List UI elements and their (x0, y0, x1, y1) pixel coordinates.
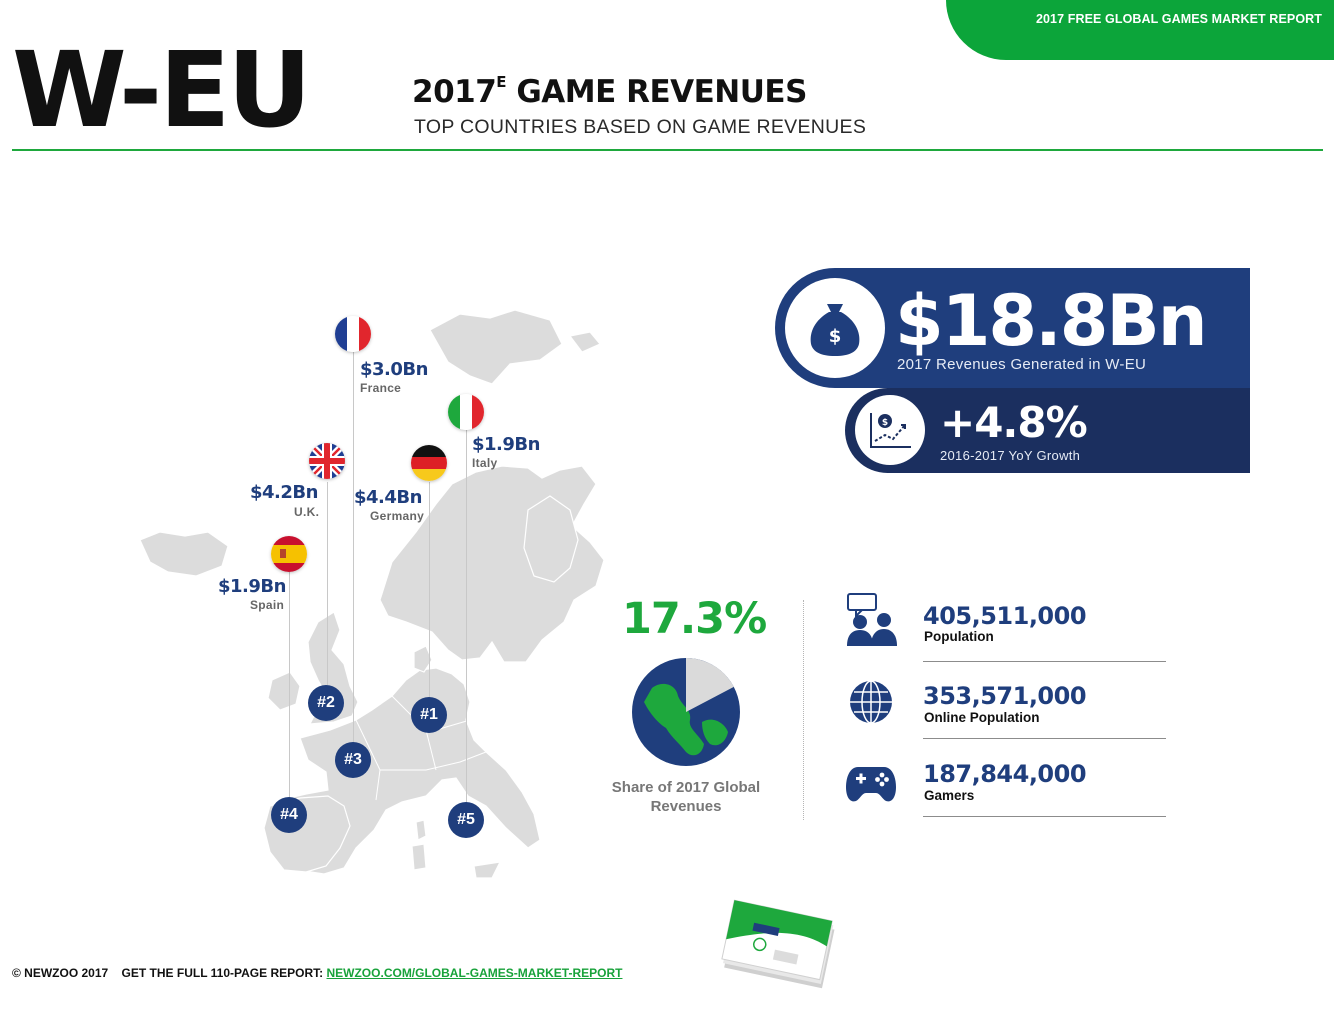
map-ireland (267, 671, 301, 711)
rank-badge-uk: #2 (308, 685, 344, 721)
map-corsica (415, 819, 427, 841)
report-tag: 2017 FREE GLOBAL GAMES MARKET REPORT (1035, 12, 1322, 26)
report-link[interactable]: NEWZOO.COM/GLOBAL-GAMES-MARKET-REPORT (326, 966, 623, 980)
growth-value: +4.8% (940, 398, 1088, 447)
gamepad-icon (844, 755, 898, 809)
map-sicily (473, 861, 502, 879)
map-sardinia (411, 843, 427, 871)
growth-chart-icon: $ (855, 395, 925, 465)
stat-divider (923, 738, 1166, 739)
global-share-percent: 17.3% (622, 594, 767, 644)
rank-badge-italy: #5 (448, 802, 484, 838)
stat-divider (923, 661, 1166, 662)
italy-flag-icon (448, 394, 484, 430)
map-iceland (139, 531, 229, 577)
germany-flag-icon (411, 445, 447, 481)
pin-line-italy (466, 430, 467, 820)
global-share-slice (686, 658, 734, 712)
stat-value-population: 405,511,000 (923, 602, 1087, 630)
money-bag-icon: $ (785, 278, 885, 378)
title-rest: GAME REVENUES (506, 74, 807, 110)
stat-label-online-population: Online Population (924, 710, 1040, 725)
map-great-britain (307, 611, 359, 725)
country-value-germany: $4.4Bn (354, 487, 422, 508)
country-name-spain: Spain (250, 598, 285, 612)
section-divider (803, 600, 804, 820)
spain-flag-icon (271, 536, 307, 572)
rank-badge-france: #3 (335, 742, 371, 778)
svg-text:$: $ (829, 326, 842, 347)
footer-copyright: © NEWZOO 2017 (12, 966, 109, 980)
map-svalbard (429, 309, 563, 385)
country-name-germany: Germany (370, 509, 425, 523)
country-name-france: France (360, 381, 402, 395)
report-book-image (721, 899, 835, 989)
title-estimate-mark: E (496, 72, 507, 91)
rank-badge-spain: #4 (271, 797, 307, 833)
stat-divider (923, 816, 1166, 817)
page-subtitle: TOP COUNTRIES BASED ON GAME REVENUES (414, 116, 867, 138)
map-denmark (413, 645, 433, 673)
pin-line-france (353, 352, 354, 760)
page-title: 2017E GAME REVENUES (412, 72, 807, 110)
revenue-label: 2017 Revenues Generated in W-EU (897, 356, 1147, 373)
stat-value-gamers: 187,844,000 (923, 760, 1087, 788)
pin-line-germany (429, 482, 430, 714)
header-divider (12, 149, 1323, 151)
country-value-italy: $1.9Bn (472, 434, 540, 455)
title-year: 2017 (412, 74, 497, 110)
footer-cta: GET THE FULL 110-PAGE REPORT: (121, 966, 324, 980)
pin-line-spain (289, 572, 290, 815)
stat-value-online-population: 353,571,000 (923, 682, 1087, 710)
people-chat-icon (844, 592, 898, 646)
region-title: W-EU (12, 29, 312, 151)
country-name-uk: U.K. (294, 505, 320, 519)
global-share-label: Share of 2017 Global Revenues (611, 779, 761, 815)
revenue-value: $18.8Bn (895, 280, 1208, 362)
country-value-spain: $1.9Bn (218, 576, 286, 597)
stat-label-gamers: Gamers (924, 788, 975, 803)
country-value-uk: $4.2Bn (250, 482, 318, 503)
map-finland (523, 495, 579, 583)
globe-icon (844, 675, 898, 729)
country-value-france: $3.0Bn (360, 359, 428, 380)
country-name-italy: Italy (472, 456, 498, 470)
svg-text:$: $ (882, 418, 888, 428)
pin-line-uk (327, 482, 328, 702)
footer: © NEWZOO 2017 GET THE FULL 110-PAGE REPO… (12, 966, 622, 980)
report-tag-banner: 2017 FREE GLOBAL GAMES MARKET REPORT (946, 0, 1334, 60)
growth-label: 2016-2017 YoY Growth (940, 448, 1081, 463)
global-share-pie (632, 658, 740, 766)
map-svalbard-small (568, 331, 601, 353)
stat-label-population: Population (924, 629, 994, 644)
uk-flag-icon (309, 443, 345, 479)
france-flag-icon (335, 316, 371, 352)
rank-badge-germany: #1 (411, 697, 447, 733)
europe-map (139, 309, 605, 879)
